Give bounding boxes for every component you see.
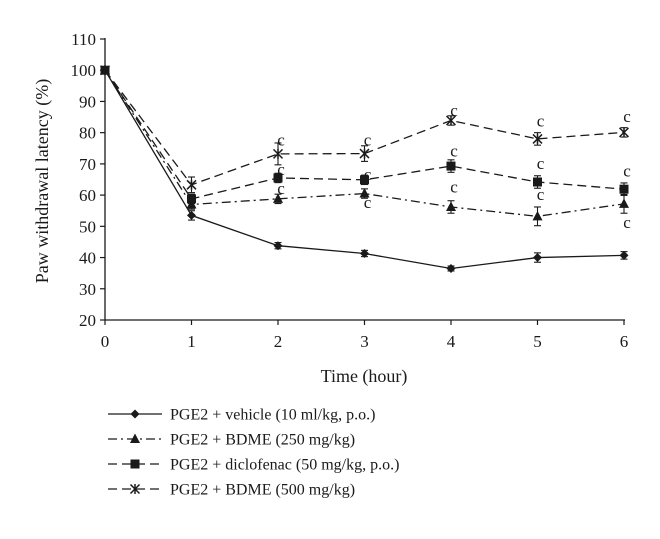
significance-label: c	[450, 101, 458, 120]
legend-marker	[130, 409, 140, 419]
data-point	[99, 65, 111, 76]
data-point	[273, 241, 283, 251]
data-point	[619, 250, 629, 260]
data-point	[187, 194, 196, 204]
data-point	[618, 127, 630, 138]
data-point	[359, 188, 370, 198]
legend: PGE2 + vehicle (10 ml/kg, p.o.) PGE2 + BD…	[108, 407, 399, 499]
significance-label: c	[450, 141, 458, 160]
legend-label: PGE2 + diclofenac (50 mg/kg, p.o.)	[170, 457, 399, 474]
legend-marker	[130, 459, 140, 469]
significance-label: c	[277, 130, 285, 149]
legend-item-3: PGE2 + BDME (500 mg/kg)	[108, 482, 355, 499]
x-tick-label: 1	[187, 332, 196, 351]
data-point	[186, 179, 197, 190]
data-point	[273, 193, 283, 203]
x-tick-label: 2	[274, 332, 283, 351]
y-tick-label: 100	[71, 61, 97, 80]
axes: 20 30 40 50 60 70 80 90 100 110 0 1 2 3 4 5 6 Time (hour)…	[32, 30, 628, 387]
x-axis-title: Time (hour)	[321, 366, 408, 387]
data-point	[619, 184, 629, 194]
data-point	[619, 198, 629, 208]
legend-marker	[130, 433, 140, 443]
data-point	[273, 173, 283, 183]
data-point	[446, 263, 456, 273]
series-3	[99, 65, 630, 194]
significance-label: c	[537, 154, 545, 173]
significance-label: c	[537, 185, 545, 204]
y-tick-label: 90	[79, 92, 96, 111]
legend-label: PGE2 + vehicle (10 ml/kg, p.o.)	[170, 407, 375, 424]
data-point	[187, 210, 196, 220]
data-point	[446, 201, 456, 211]
x-tick-label: 5	[533, 332, 542, 351]
x-tick-label: 3	[360, 332, 369, 351]
legend-marker	[129, 483, 141, 495]
legend-label: PGE2 + BDME (250 mg/kg)	[170, 432, 355, 449]
series-2	[100, 65, 629, 205]
significance-label: c	[364, 165, 372, 184]
legend-item-0: PGE2 + vehicle (10 ml/kg, p.o.)	[108, 407, 375, 424]
significance-label: c	[537, 112, 545, 131]
legend-item-2: PGE2 + diclofenac (50 mg/kg, p.o.)	[108, 457, 399, 474]
y-tick-label: 110	[71, 30, 96, 49]
legend-item-1: PGE2 + BDME (250 mg/kg)	[108, 432, 355, 449]
significance-label: c	[623, 213, 631, 232]
y-tick-label: 20	[79, 311, 96, 330]
data-point	[532, 210, 543, 221]
significance-label: c	[277, 179, 285, 198]
y-tick-label: 50	[79, 217, 96, 236]
series-0	[100, 65, 629, 273]
data-point	[359, 148, 370, 159]
significance-label: c	[277, 160, 285, 179]
significance-label: c	[623, 107, 631, 126]
significance-label: c	[450, 177, 458, 196]
data-point	[445, 115, 457, 126]
y-axis-title: Paw withdrawal latency (%)	[32, 79, 53, 283]
significance-label: c	[364, 130, 372, 149]
x-tick-label: 0	[101, 332, 110, 351]
series-layer	[99, 64, 630, 273]
y-tick-label: 80	[79, 124, 96, 143]
data-point	[360, 248, 369, 258]
data-point	[533, 177, 542, 187]
y-tick-label: 60	[79, 186, 96, 205]
x-tick-label: 6	[620, 332, 629, 351]
data-point	[360, 175, 369, 185]
data-point	[532, 133, 543, 144]
x-tick-label: 4	[447, 332, 456, 351]
significance-label: c	[364, 193, 372, 212]
data-point	[446, 161, 456, 171]
y-tick-label: 40	[79, 249, 96, 268]
significance-label: c	[623, 162, 631, 181]
y-tick-label: 70	[79, 155, 96, 174]
y-tick-label: 30	[79, 280, 96, 299]
data-point	[533, 253, 542, 263]
data-point	[272, 148, 284, 159]
legend-label: PGE2 + BDME (500 mg/kg)	[170, 482, 355, 499]
